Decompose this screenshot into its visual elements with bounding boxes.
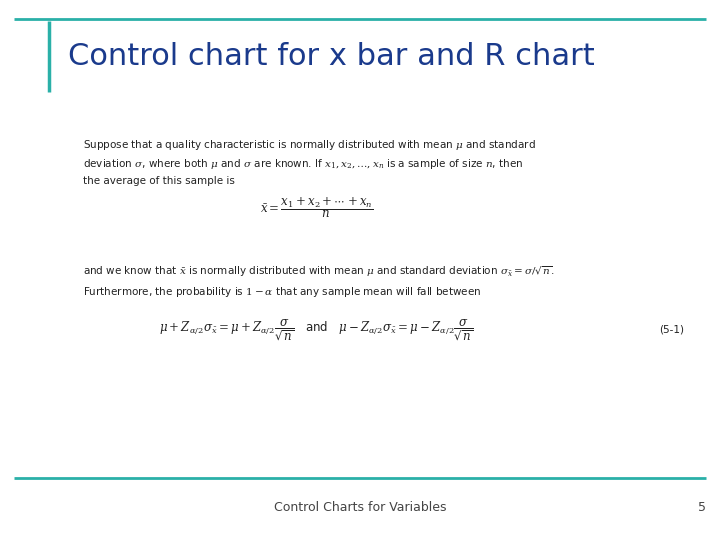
Text: 5: 5 <box>698 501 706 514</box>
Text: Suppose that a quality characteristic is normally distributed with mean $\mu$ an: Suppose that a quality characteristic is… <box>83 138 536 186</box>
Text: $\bar{x} = \dfrac{x_1 + x_2 + \cdots + x_n}{n}$: $\bar{x} = \dfrac{x_1 + x_2 + \cdots + x… <box>260 195 374 220</box>
Text: and we know that $\bar{x}$ is normally distributed with mean $\mu$ and standard : and we know that $\bar{x}$ is normally d… <box>83 265 554 299</box>
Text: Control chart for x bar and R chart: Control chart for x bar and R chart <box>68 42 595 71</box>
Text: (5-1): (5-1) <box>659 325 684 334</box>
Text: $\mu + Z_{\alpha/2}\sigma_{\bar{x}} = \mu + Z_{\alpha/2}\dfrac{\sigma}{\sqrt{n}}: $\mu + Z_{\alpha/2}\sigma_{\bar{x}} = \m… <box>159 317 474 342</box>
Text: Control Charts for Variables: Control Charts for Variables <box>274 501 446 514</box>
